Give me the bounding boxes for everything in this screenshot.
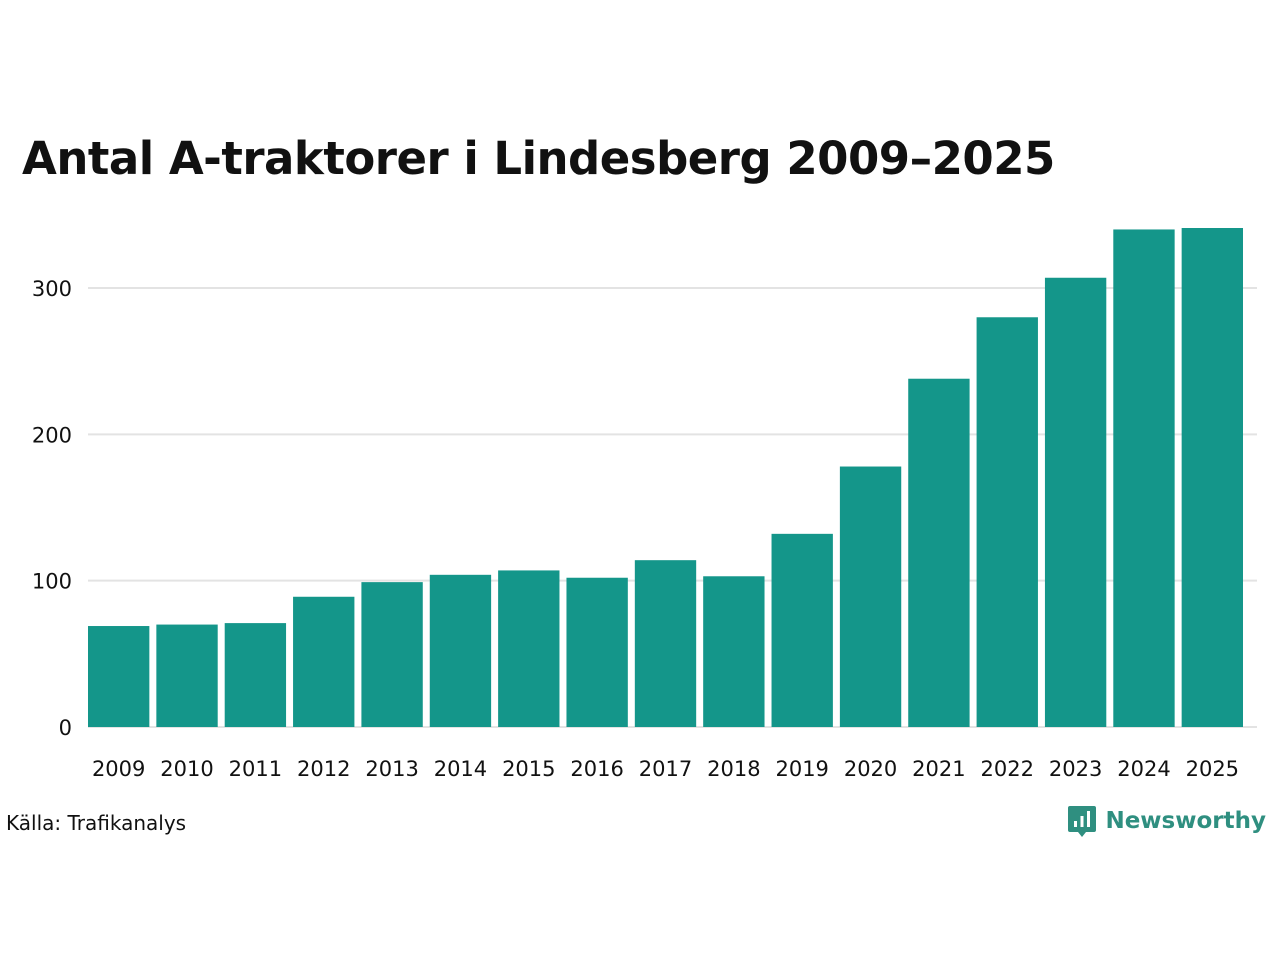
source-note: Källa: Trafikanalys	[6, 811, 187, 835]
newsworthy-logo-icon	[1068, 806, 1097, 837]
x-tick-label: 2019	[775, 757, 828, 781]
x-tick-label: 2023	[1049, 757, 1102, 781]
y-axis-ticks: 0 100 200 300	[32, 277, 72, 740]
y-tick-label: 200	[32, 423, 72, 447]
bar-2015	[498, 570, 560, 727]
x-tick-label: 2020	[844, 757, 897, 781]
bar-2011	[224, 623, 287, 727]
x-tick-label: 2025	[1186, 757, 1239, 781]
chart-title: Antal A-traktorer i Lindesberg 2009–2025	[22, 132, 1055, 185]
x-tick-label: 2022	[981, 757, 1034, 781]
bar-2021	[908, 378, 970, 727]
x-tick-label: 2011	[229, 757, 282, 781]
x-tick-label: 2014	[434, 757, 487, 781]
x-tick-label: 2015	[502, 757, 555, 781]
bar-2019	[771, 533, 833, 727]
bar-2013	[361, 582, 423, 727]
bar-2024	[1113, 229, 1175, 727]
x-tick-label: 2016	[570, 757, 623, 781]
x-tick-label: 2018	[707, 757, 760, 781]
bar-2009	[88, 626, 150, 727]
bar-2018	[703, 576, 765, 727]
bar-2025	[1181, 228, 1243, 727]
bar-2022	[976, 317, 1038, 727]
x-tick-label: 2009	[92, 757, 145, 781]
x-tick-label: 2012	[297, 757, 350, 781]
x-tick-label: 2024	[1117, 757, 1170, 781]
brand-name: Newsworthy	[1105, 808, 1266, 834]
y-tick-label: 100	[32, 570, 72, 594]
bar-2010	[156, 624, 218, 727]
y-tick-label: 0	[59, 716, 72, 740]
x-tick-label: 2013	[365, 757, 418, 781]
x-tick-label: 2010	[160, 757, 213, 781]
bar-2014	[429, 574, 492, 727]
bar-2016	[566, 577, 628, 727]
bars	[88, 228, 1243, 727]
y-tick-label: 300	[32, 277, 72, 301]
bar-2023	[1044, 277, 1107, 727]
bar-2012	[293, 596, 355, 727]
x-tick-label: 2017	[639, 757, 692, 781]
bar-2020	[839, 466, 902, 727]
brand: Newsworthy	[1067, 804, 1266, 838]
x-axis-ticks: 2009 2010 2011 2012 2013 2014 2015 2016 2017 2018…	[92, 757, 1239, 781]
bar-2017	[634, 560, 697, 727]
x-tick-label: 2021	[912, 757, 965, 781]
